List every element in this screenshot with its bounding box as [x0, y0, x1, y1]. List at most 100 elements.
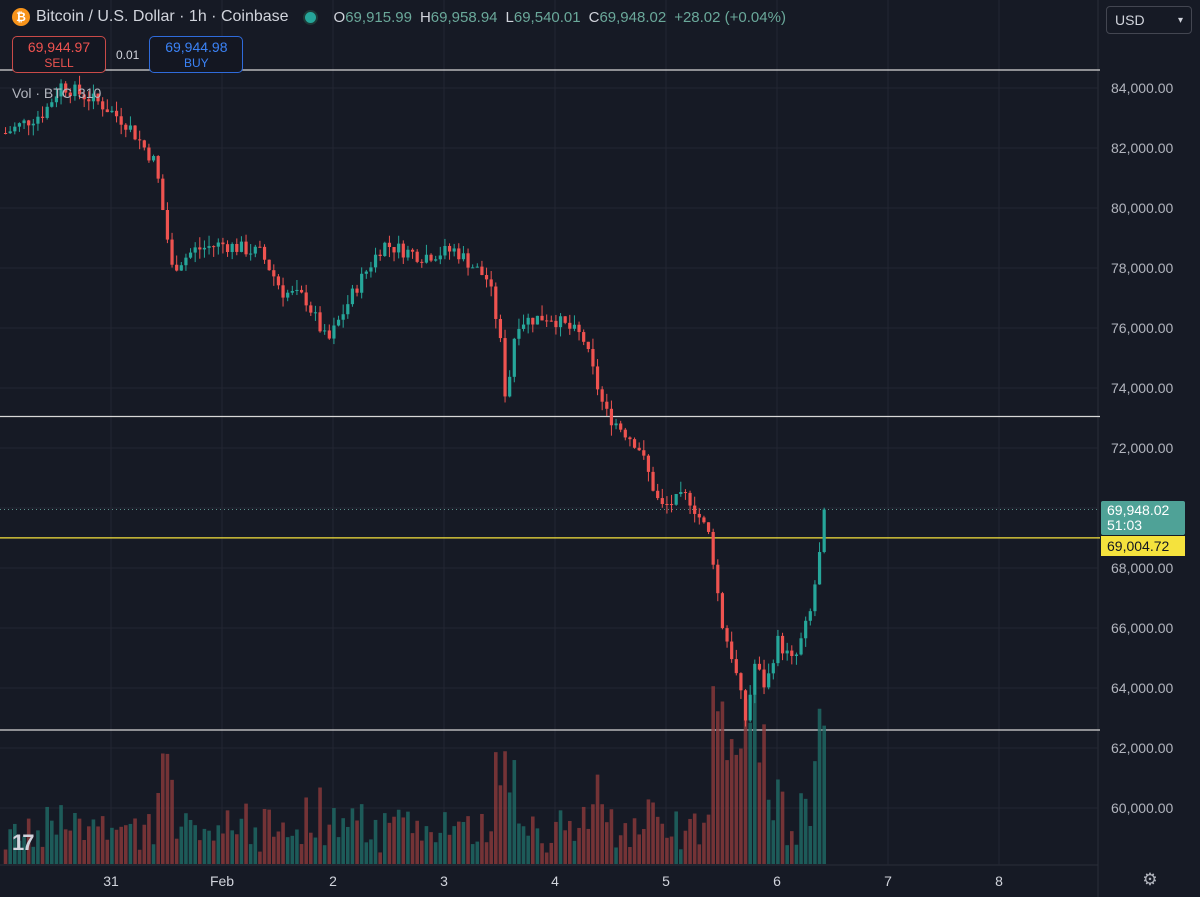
volume-bar: [124, 825, 128, 864]
candle-body: [54, 96, 59, 103]
candle-body: [434, 259, 438, 261]
volume-bar: [503, 751, 507, 864]
candle-body: [508, 376, 512, 397]
candle-body: [212, 246, 216, 248]
candle-body: [794, 654, 799, 656]
market-status-icon: [302, 9, 318, 25]
y-tick-label: 82,000.00: [1111, 140, 1173, 156]
horizontal-line-price-tag: 69,004.72: [1101, 536, 1185, 556]
x-tick-label: 6: [773, 873, 781, 889]
tradingview-logo[interactable]: 17: [12, 830, 35, 855]
volume-bar: [605, 822, 609, 864]
candle-body: [646, 455, 651, 472]
volume-bar: [151, 844, 156, 864]
candle-body: [138, 139, 142, 141]
candle-body: [253, 246, 257, 254]
volume-bar: [59, 805, 63, 864]
volume-bar: [433, 842, 438, 864]
volume-bar: [651, 802, 655, 864]
candle-body: [716, 564, 720, 594]
candle-body: [637, 447, 641, 451]
volume-bar: [17, 840, 22, 864]
candle-body: [438, 255, 442, 260]
volume-bar: [82, 839, 86, 864]
candle-body: [3, 133, 8, 134]
volume-bar: [36, 830, 40, 864]
candle-body: [27, 120, 31, 126]
candle-body: [216, 242, 220, 247]
volume-bar: [489, 831, 493, 864]
candle-body: [8, 131, 12, 134]
candle-body: [369, 267, 373, 272]
x-tick-label: 5: [662, 873, 670, 889]
volume-bar: [780, 791, 785, 864]
volume-bar: [443, 812, 447, 864]
volume-bar: [262, 808, 267, 864]
candle-body: [586, 341, 590, 350]
volume-bar: [410, 833, 415, 864]
volume-bar: [114, 829, 119, 864]
candle-body: [410, 249, 415, 252]
buy-button[interactable]: 69,944.98 BUY: [149, 36, 244, 73]
volume-bar: [22, 836, 26, 864]
candle-body: [484, 275, 489, 280]
volume-bar: [683, 830, 688, 864]
candle-body: [378, 254, 382, 256]
candle-body: [600, 389, 604, 402]
candle-body: [743, 690, 748, 721]
buy-label: BUY: [184, 55, 209, 70]
candle-body: [184, 257, 188, 266]
candle-body: [762, 669, 766, 688]
candle-body: [582, 332, 586, 342]
candle-body: [258, 246, 262, 248]
candle-body: [753, 663, 757, 695]
candle-body: [267, 259, 271, 271]
volume-label: Vol · BTC: [12, 85, 72, 101]
volume-bar: [369, 839, 373, 864]
candle-body: [383, 242, 387, 256]
volume-legend[interactable]: Vol · BTC 310: [12, 85, 101, 101]
volume-bar: [281, 822, 285, 864]
candle-body: [767, 673, 771, 688]
sell-button[interactable]: 69,944.97 SELL: [12, 36, 106, 73]
open-label: O: [333, 8, 346, 26]
volume-bar: [235, 834, 239, 864]
candle-body: [720, 593, 725, 629]
symbol-title[interactable]: Bitcoin / U.S. Dollar · 1h · Coinbase: [36, 8, 289, 25]
candle-body: [225, 244, 230, 253]
candle-body: [299, 289, 304, 293]
candle-body: [512, 338, 516, 377]
candle-body: [447, 245, 452, 252]
volume-bar: [332, 808, 336, 864]
volume-bar: [729, 739, 734, 864]
volume-bar: [198, 840, 202, 864]
volume-bar: [309, 832, 313, 864]
currency-select[interactable]: USD ▾: [1106, 6, 1192, 34]
volume-bar: [521, 826, 526, 864]
settings-icon[interactable]: ⚙: [1142, 870, 1158, 889]
volume-bar: [383, 813, 387, 864]
candle-body: [498, 318, 503, 339]
candle-body: [817, 552, 822, 585]
volume-bar: [336, 837, 341, 864]
volume-bar: [609, 809, 614, 864]
x-tick-label: Feb: [210, 873, 234, 889]
candle-body: [494, 286, 498, 319]
candle-body: [572, 324, 577, 329]
candle-body: [133, 125, 137, 140]
y-tick-label: 64,000.00: [1111, 680, 1173, 696]
volume-bar: [669, 836, 674, 864]
volume-bar: [794, 844, 799, 864]
candle-body: [40, 116, 45, 118]
last-price-value: 69,948.02: [1107, 502, 1170, 518]
candle-body: [128, 125, 133, 130]
volume-bar: [466, 816, 470, 864]
volume-bar: [743, 699, 748, 864]
volume-bar: [637, 834, 641, 864]
candle-body: [82, 94, 86, 100]
y-tick-label: 62,000.00: [1111, 740, 1173, 756]
volume-bar: [276, 831, 281, 864]
volume-bar: [40, 846, 45, 864]
candle-body: [406, 249, 410, 258]
